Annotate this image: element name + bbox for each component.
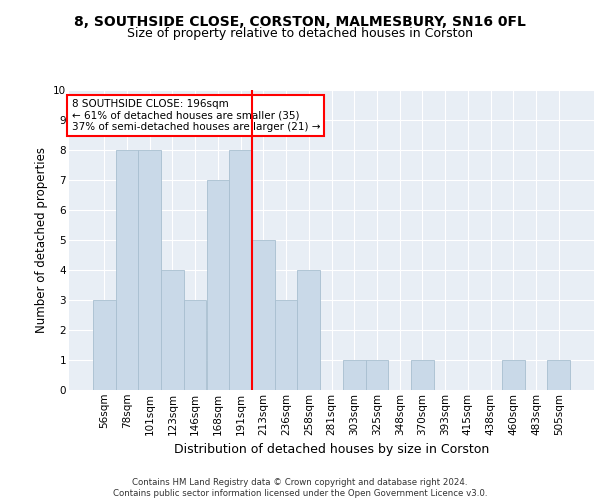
Bar — [502, 360, 524, 390]
X-axis label: Distribution of detached houses by size in Corston: Distribution of detached houses by size … — [174, 443, 489, 456]
Bar — [229, 150, 252, 390]
Text: Contains HM Land Registry data © Crown copyright and database right 2024.
Contai: Contains HM Land Registry data © Crown c… — [113, 478, 487, 498]
Bar — [275, 300, 298, 390]
Bar — [116, 150, 139, 390]
Bar — [93, 300, 116, 390]
Bar — [161, 270, 184, 390]
Y-axis label: Number of detached properties: Number of detached properties — [35, 147, 47, 333]
Bar — [411, 360, 434, 390]
Bar — [365, 360, 388, 390]
Bar — [298, 270, 320, 390]
Text: Size of property relative to detached houses in Corston: Size of property relative to detached ho… — [127, 28, 473, 40]
Bar — [139, 150, 161, 390]
Bar — [206, 180, 229, 390]
Bar — [547, 360, 570, 390]
Text: 8 SOUTHSIDE CLOSE: 196sqm
← 61% of detached houses are smaller (35)
37% of semi-: 8 SOUTHSIDE CLOSE: 196sqm ← 61% of detac… — [71, 99, 320, 132]
Text: 8, SOUTHSIDE CLOSE, CORSTON, MALMESBURY, SN16 0FL: 8, SOUTHSIDE CLOSE, CORSTON, MALMESBURY,… — [74, 15, 526, 29]
Bar — [252, 240, 275, 390]
Bar — [343, 360, 365, 390]
Bar — [184, 300, 206, 390]
